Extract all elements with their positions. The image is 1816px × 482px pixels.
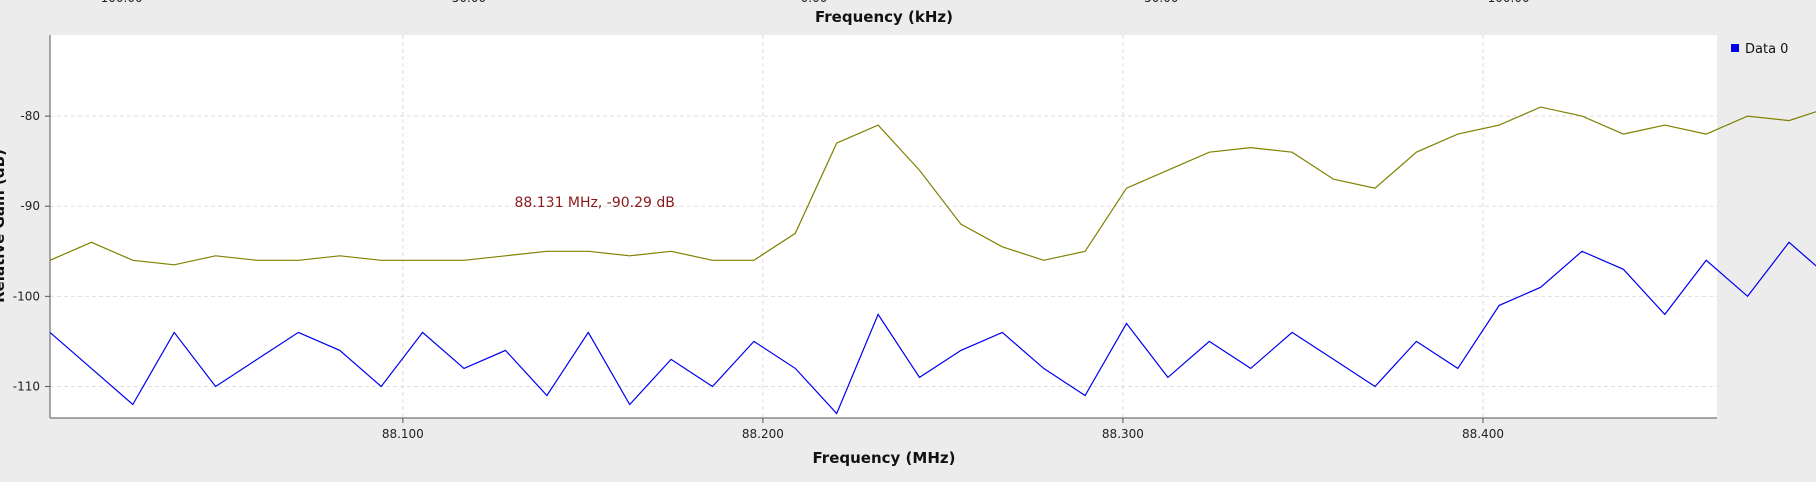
top-axis-title: Frequency (kHz) bbox=[815, 8, 953, 26]
y-axis-title: Relative Gain (dB) bbox=[0, 149, 8, 303]
legend-swatch bbox=[1731, 44, 1739, 52]
y-tick-label: -110 bbox=[13, 379, 40, 393]
x-tick-label: 88.100 bbox=[382, 427, 424, 441]
legend-label: Data 0 bbox=[1745, 42, 1788, 57]
x-tick-label: 88.200 bbox=[742, 427, 784, 441]
top-tick-label: 50.00 bbox=[1144, 0, 1178, 5]
axes bbox=[49, 35, 1717, 419]
x-tick-label: 88.400 bbox=[1462, 427, 1504, 441]
marker-label: 88.131 MHz, -90.29 dB bbox=[515, 195, 675, 211]
series-lines bbox=[49, 106, 1816, 415]
top-tick-label: -100.00 bbox=[96, 0, 142, 5]
top-tick-label: -50.00 bbox=[447, 0, 486, 5]
plot-canvas bbox=[50, 35, 1717, 418]
y-tick-label: -100 bbox=[13, 289, 40, 303]
x-axis-title: Frequency (MHz) bbox=[813, 449, 956, 467]
tick-labels: 88.100 88.200 88.300 88.400 -80 -90 -100 -110 -1… bbox=[13, 0, 1530, 441]
y-tick-label: -80 bbox=[20, 109, 40, 123]
legend: Data 0 bbox=[1731, 42, 1788, 57]
series-line bbox=[49, 106, 1816, 266]
top-tick-label: 100.00 bbox=[1488, 0, 1530, 5]
grid bbox=[50, 35, 1717, 418]
x-tick-label: 88.300 bbox=[1102, 427, 1144, 441]
series-line bbox=[49, 241, 1816, 415]
top-tick-label: 0.00 bbox=[801, 0, 828, 5]
y-tick-label: -90 bbox=[20, 199, 40, 213]
